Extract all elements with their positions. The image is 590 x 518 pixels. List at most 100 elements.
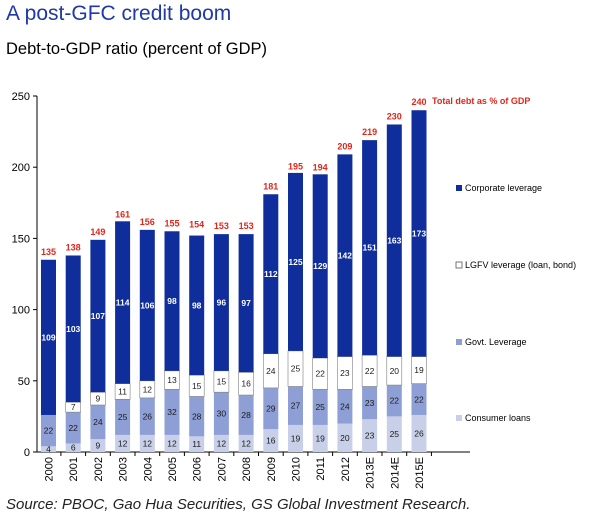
data-label: 125 <box>288 257 302 267</box>
bar-segment <box>90 239 106 393</box>
data-label: 25 <box>390 429 400 439</box>
x-tick-label: 2000 <box>44 457 56 481</box>
total-label: 153 <box>239 221 254 231</box>
bar-segment <box>90 405 106 440</box>
data-label: 97 <box>241 298 251 308</box>
total-label: 209 <box>337 141 352 151</box>
bar-segment <box>337 356 353 390</box>
total-label: 195 <box>288 161 303 171</box>
bar-segment <box>337 389 353 424</box>
x-tick-label: 2002 <box>93 457 105 481</box>
data-label: 12 <box>167 438 177 448</box>
source-note: Source: PBOC, Gao Hua Securities, GS Glo… <box>6 496 471 513</box>
legend-swatch <box>456 185 462 191</box>
totals-annotation: Total debt as % of GDP <box>432 96 530 106</box>
data-label: 22 <box>414 394 424 404</box>
bar-segment <box>386 416 402 452</box>
data-label: 12 <box>143 384 153 394</box>
bar-segment <box>288 424 303 452</box>
data-label: 7 <box>71 402 76 412</box>
total-label: 156 <box>140 217 155 227</box>
data-label: 19 <box>315 433 325 443</box>
data-label: 173 <box>412 228 426 238</box>
data-label: 26 <box>414 428 424 438</box>
bar-segment <box>312 389 328 425</box>
bar-segment <box>312 424 328 452</box>
x-tick-label: 2012 <box>340 457 352 481</box>
bar-segment <box>41 414 56 447</box>
data-label: 24 <box>266 366 276 376</box>
x-tick-label: 2013E <box>365 457 377 489</box>
total-label: 138 <box>66 242 81 252</box>
bar-segment <box>411 110 427 357</box>
data-label: 28 <box>241 410 251 420</box>
data-label: 103 <box>66 324 80 334</box>
y-tick-label: 250 <box>12 91 30 103</box>
bar-segment <box>263 194 279 354</box>
legend-swatch <box>456 339 462 345</box>
data-label: 13 <box>167 375 177 385</box>
total-label: 154 <box>189 220 204 230</box>
total-label: 194 <box>313 163 328 173</box>
x-tick-label: 2007 <box>216 457 228 481</box>
bar-segment <box>386 124 402 357</box>
x-tick-label: 2015E <box>414 457 426 489</box>
x-tick-label: 2008 <box>241 457 253 481</box>
data-label: 6 <box>71 443 76 453</box>
data-label: 23 <box>365 431 375 441</box>
y-tick-label: 200 <box>12 162 30 174</box>
x-tick-label: 2003 <box>118 457 130 481</box>
bar-segment <box>164 434 180 452</box>
data-label: 151 <box>363 243 377 253</box>
total-label: 230 <box>387 111 402 121</box>
data-label: 29 <box>266 404 276 414</box>
data-label: 22 <box>390 396 400 406</box>
bar-segment <box>362 419 378 452</box>
bar-segment <box>263 387 279 430</box>
bar-segment <box>362 386 378 420</box>
bar-segment <box>362 140 378 356</box>
data-label: 27 <box>291 401 301 411</box>
data-label: 9 <box>96 441 101 451</box>
data-label: 23 <box>365 398 375 408</box>
data-label: 109 <box>41 332 55 342</box>
data-label: 16 <box>266 436 276 446</box>
data-label: 4 <box>46 444 51 454</box>
bar-segment <box>115 221 131 384</box>
bar-segment <box>263 429 279 452</box>
x-tick-label: 2001 <box>68 457 80 481</box>
y-tick-label: 50 <box>18 376 30 388</box>
legend-label: Govt. Leverage <box>465 337 527 347</box>
x-tick-label: 2006 <box>192 457 204 481</box>
bar-segment <box>65 412 81 444</box>
data-label: 12 <box>217 438 227 448</box>
data-label: 98 <box>167 296 177 306</box>
data-label: 142 <box>338 250 352 260</box>
data-label: 24 <box>340 401 350 411</box>
bar-segment <box>164 389 180 435</box>
data-label: 15 <box>217 377 227 387</box>
legend-label: Consumer loans <box>465 413 531 423</box>
data-label: 20 <box>340 433 350 443</box>
bar-segment <box>139 434 155 452</box>
bar-segment <box>288 386 303 425</box>
bar-segment <box>65 255 81 403</box>
data-label: 19 <box>291 433 301 443</box>
data-label: 12 <box>143 438 153 448</box>
data-label: 24 <box>93 417 103 427</box>
bar-segment <box>411 414 427 452</box>
data-label: 32 <box>167 407 177 417</box>
data-label: 112 <box>264 269 278 279</box>
bar-segment <box>386 385 402 417</box>
data-label: 12 <box>241 438 251 448</box>
data-label: 11 <box>118 386 127 396</box>
chart-title: A post-GFC credit boom <box>6 2 232 25</box>
data-label: 114 <box>116 297 130 307</box>
data-label: 26 <box>143 411 153 421</box>
data-label: 106 <box>140 300 154 310</box>
bar-segment <box>288 172 303 351</box>
bar-segment <box>312 174 328 359</box>
x-tick-label: 2005 <box>167 457 179 481</box>
bar-segment <box>337 154 353 357</box>
bar-segment <box>189 235 205 376</box>
